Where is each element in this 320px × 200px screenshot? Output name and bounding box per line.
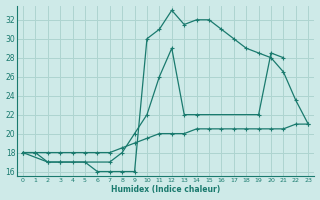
X-axis label: Humidex (Indice chaleur): Humidex (Indice chaleur) — [111, 185, 220, 194]
